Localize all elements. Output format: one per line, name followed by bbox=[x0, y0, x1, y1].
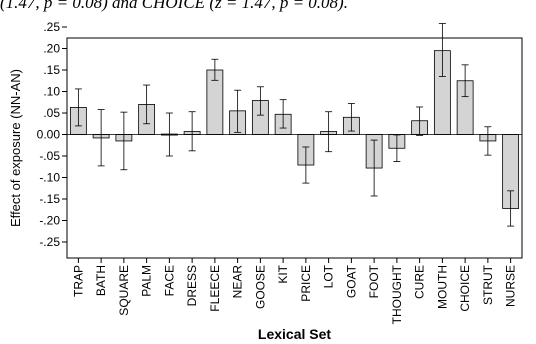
x-tick-label-palm: PALM bbox=[140, 265, 154, 297]
y-tick-label: .05 bbox=[43, 106, 60, 120]
y-tick-label: .10 bbox=[43, 85, 60, 99]
x-tick-label-kit: KIT bbox=[276, 264, 290, 283]
plot-area-border bbox=[66, 37, 523, 259]
y-tick-label: -.20 bbox=[39, 214, 60, 228]
x-tick-label-goose: GOOSE bbox=[253, 265, 267, 309]
x-tick-label-strut: STRUT bbox=[481, 264, 495, 305]
x-tick-label-mouth: MOUTH bbox=[435, 265, 449, 309]
y-tick-label: -.25 bbox=[39, 235, 60, 249]
plot-frame bbox=[66, 37, 523, 259]
y-tick-label: .25 bbox=[43, 20, 60, 34]
x-tick-label-near: NEAR bbox=[231, 265, 245, 299]
y-tick-label: -.05 bbox=[39, 149, 60, 163]
y-axis-title: Effect of exposure (NN-AN) bbox=[8, 69, 23, 227]
x-tick-label-lot: LOT bbox=[322, 264, 336, 288]
caption-text: (1.47, p = 0.08) and CHOICE (z = 1.47, p… bbox=[0, 0, 348, 12]
x-tick-label-trap: TRAP bbox=[71, 265, 85, 297]
y-axis: .25 .20 .15 .10 .05 0.00 -.05 -.10 -.15 -.20 -.25 bbox=[37, 20, 67, 249]
bars-group bbox=[69, 50, 520, 209]
y-tick-label: .20 bbox=[43, 42, 60, 56]
error-bars-group bbox=[74, 23, 515, 227]
x-tick-label-goat: GOAT bbox=[344, 264, 358, 298]
x-axis-title: Lexical Set bbox=[258, 326, 331, 342]
y-tick-label: -.15 bbox=[39, 192, 60, 206]
x-tick-label-square: SQUARE bbox=[117, 265, 131, 316]
x-tick-label-choice: CHOICE bbox=[458, 265, 472, 312]
x-tick-label-thought: THOUGHT bbox=[390, 264, 404, 324]
x-tick-label-foot: FOOT bbox=[367, 264, 381, 298]
x-tick-label-cure: CURE bbox=[413, 265, 427, 299]
x-tick-label-price: PRICE bbox=[299, 265, 313, 302]
y-tick-label: 0.00 bbox=[37, 128, 61, 142]
x-tick-label-nurse: NURSE bbox=[504, 265, 518, 307]
y-tick-label: -.10 bbox=[39, 171, 60, 185]
x-tick-label-dress: DRESS bbox=[185, 265, 199, 306]
y-tick-label: .15 bbox=[43, 63, 60, 77]
x-tick-label-face: FACE bbox=[162, 265, 176, 296]
x-tick-label-bath: BATH bbox=[94, 265, 108, 296]
x-axis: TRAP BATH SQUARE PALM FACE DRESS FLEECE NEAR GOO… bbox=[71, 258, 518, 324]
x-tick-label-fleece: FLEECE bbox=[208, 265, 222, 312]
